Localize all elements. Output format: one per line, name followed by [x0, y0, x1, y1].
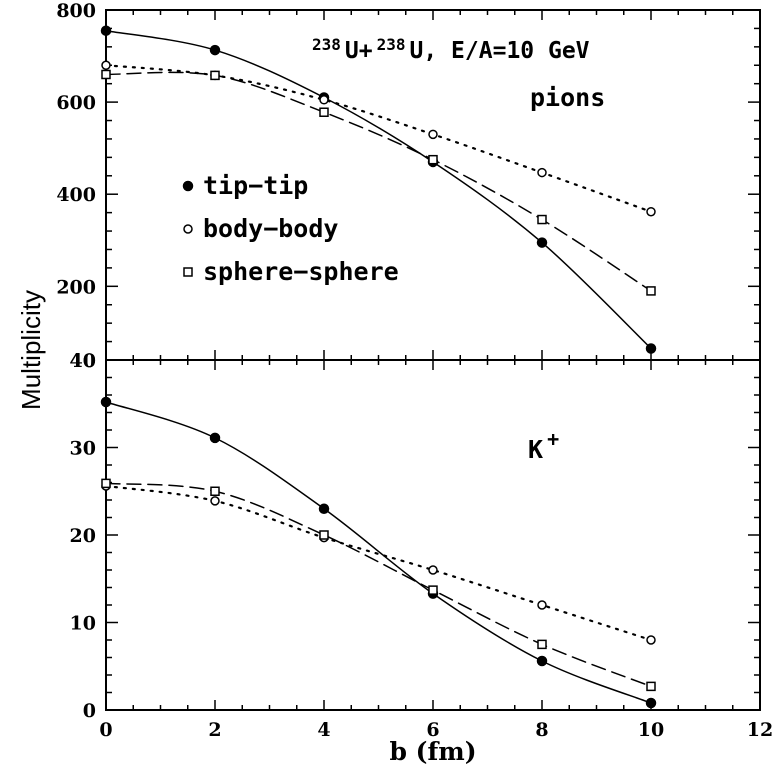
series-markers: [100, 25, 657, 709]
xtick-label-0: 0: [99, 719, 112, 741]
top-ytick-label-400: 400: [56, 184, 96, 206]
xtick-label-2: 2: [208, 719, 221, 741]
bottom-point-sphere-sphere-x8: [537, 639, 547, 650]
bottom-point-tip-tip-x2: [209, 432, 221, 444]
x-axis-title: b (fm): [389, 737, 476, 766]
top-point-body-body-x8: [537, 167, 547, 178]
top-point-sphere-sphere-x8: [537, 214, 547, 225]
top-point-sphere-sphere-x10: [646, 286, 656, 296]
bottom-ytick-label-20: 20: [70, 525, 96, 547]
top-point-sphere-sphere-x4: [319, 107, 329, 117]
bottom-point-sphere-sphere-x0: [101, 478, 111, 489]
bottom-point-sphere-sphere-x4: [319, 530, 329, 540]
bottom-point-sphere-sphere-x10: [646, 681, 656, 692]
reaction-mass-2: 238: [377, 35, 406, 54]
bottom-point-body-body-x8: [537, 600, 547, 610]
legend-marker-tip-tip: [182, 180, 194, 192]
legend-marker-sphere-sphere: [183, 267, 193, 277]
xtick-label-4: 4: [317, 719, 330, 741]
bottom-line-sphere-sphere: [105, 482, 652, 688]
bottom-point-sphere-sphere-x2: [210, 486, 220, 496]
legend-label-sphere-sphere: sphere−sphere: [203, 257, 399, 286]
reaction-mass-1: 238: [312, 35, 341, 54]
bottom-ytick-label-10: 10: [70, 613, 96, 635]
bottom-ytick-label-40: 40: [70, 350, 96, 372]
reaction-sym-2: U, E/A=10 GeV: [410, 38, 590, 64]
x-tick-labels: 0 2 4 6 8 10 12: [99, 719, 773, 741]
bottom-point-tip-tip-x0: [100, 396, 112, 408]
bottom-point-tip-tip-x10: [645, 697, 657, 709]
bottom-ytick-label-30: 30: [70, 438, 96, 460]
top-line-tip-tip: [105, 29, 652, 350]
xtick-label-6: 6: [426, 719, 439, 741]
legend-marker-body-body: [183, 224, 193, 234]
legend-label-tip-tip: tip−tip: [203, 171, 308, 200]
top-point-tip-tip-x2: [209, 44, 221, 56]
bottom-point-tip-tip-x4: [318, 503, 330, 514]
top-point-body-body-x4: [319, 95, 329, 105]
top-line-sphere-sphere: [105, 71, 652, 292]
reaction-sym-1: U+: [345, 38, 373, 64]
top-point-tip-tip-x8: [536, 237, 548, 248]
bottom-point-sphere-sphere-x6: [428, 585, 438, 595]
top-point-tip-tip-x10: [645, 343, 657, 354]
kplus-base: K: [528, 435, 543, 464]
legend-label-body-body: body−body: [203, 214, 338, 243]
top-point-body-body-x10: [646, 206, 656, 217]
top-point-tip-tip-x0: [100, 25, 112, 36]
bottom-line-body-body: [104, 484, 653, 642]
bottom-point-tip-tip-x8: [536, 655, 548, 667]
top-ytick-label-600: 600: [56, 92, 96, 114]
top-point-body-body-x0: [101, 60, 111, 71]
kplus-sup: +: [547, 427, 559, 451]
bottom-point-body-body-x10: [646, 635, 656, 645]
reaction-label: 238 U+ 238 U, E/A=10 GeV: [312, 35, 590, 64]
series-lines: [104, 29, 653, 704]
top-ytick-label-200: 200: [56, 276, 96, 298]
top-ytick-label-40: 40: [70, 350, 96, 372]
axis-ticks: [106, 10, 760, 710]
xtick-label-12: 12: [747, 719, 773, 741]
bottom-point-body-body-x6: [428, 565, 438, 575]
bottom-line-tip-tip: [105, 401, 652, 704]
top-point-sphere-sphere-x2: [210, 70, 220, 81]
xtick-label-8: 8: [535, 719, 548, 741]
pions-label: pions: [530, 83, 605, 112]
top-ytick-label-800: 800: [56, 0, 96, 22]
y-axis-title: Multiplicity: [16, 290, 46, 410]
top-point-sphere-sphere-x6: [428, 154, 438, 165]
legend: tip−tip body−body sphere−sphere: [182, 171, 399, 286]
top-point-body-body-x6: [428, 129, 438, 140]
kplus-label: K +: [528, 427, 559, 464]
top-line-body-body: [104, 64, 653, 213]
top-point-sphere-sphere-x0: [101, 69, 111, 80]
bottom-point-body-body-x2: [210, 496, 220, 506]
xtick-label-10: 10: [638, 719, 664, 741]
bottom-ytick-label-0: 0: [83, 700, 96, 722]
bottom-panel-frame: [105, 359, 761, 711]
